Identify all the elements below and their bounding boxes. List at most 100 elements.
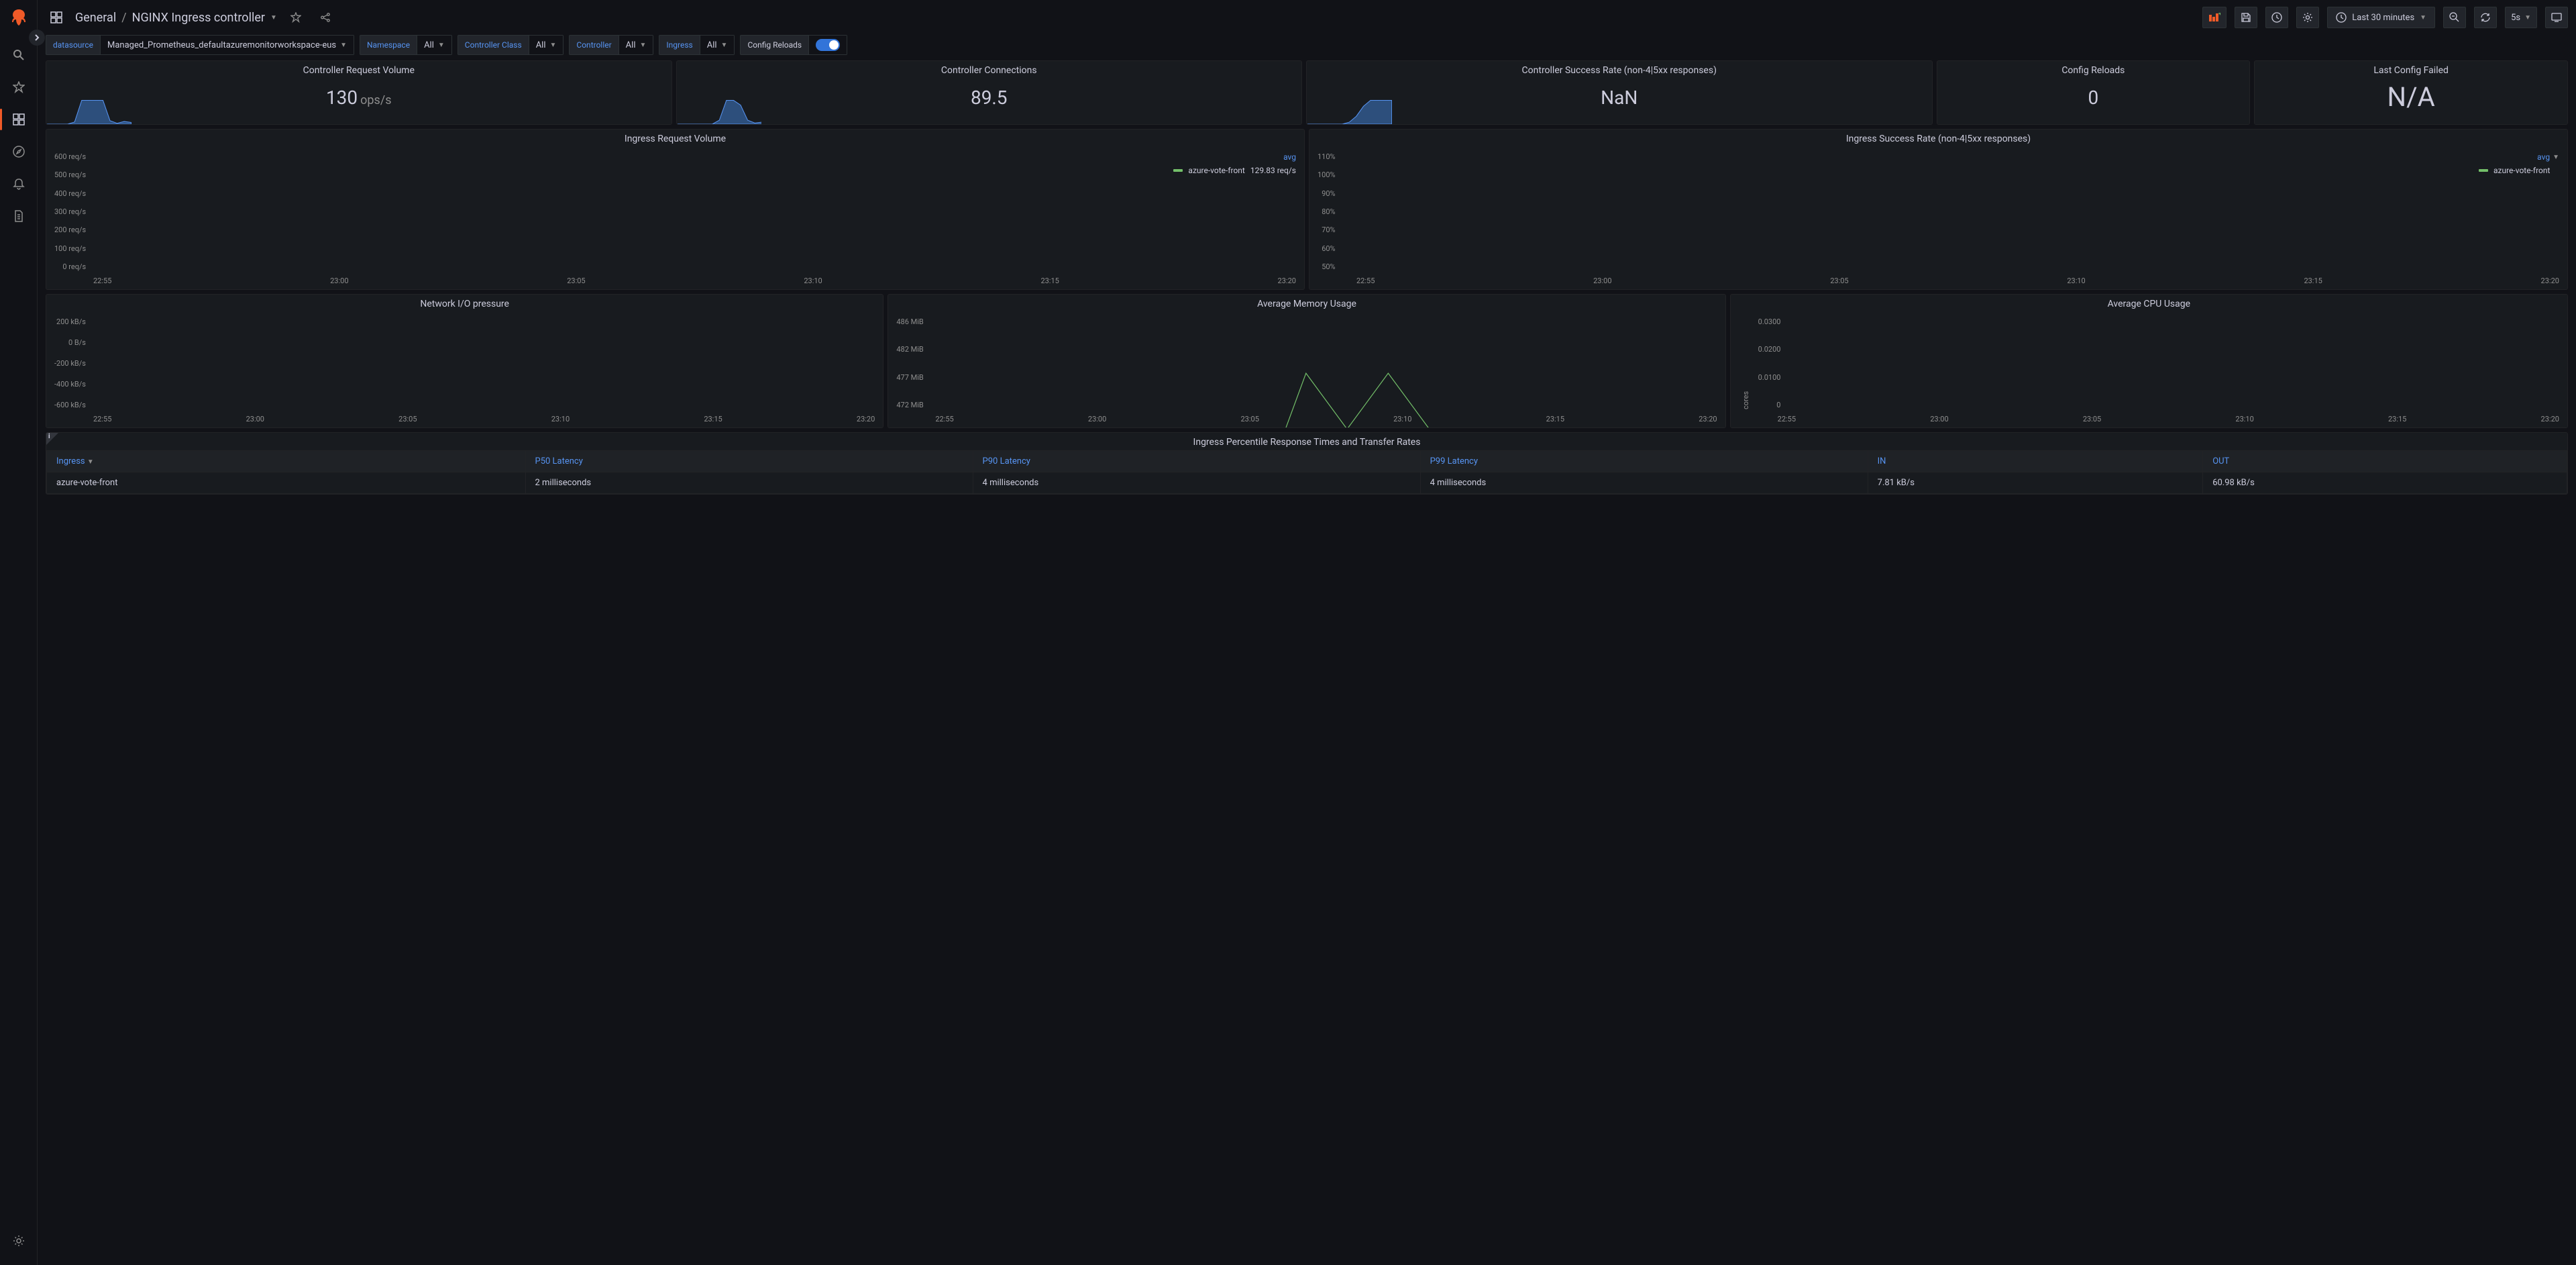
panel-memory[interactable]: Average Memory Usage 486 MiB482 MiB477 M… <box>888 294 1725 428</box>
time-range-picker[interactable]: Last 30 minutes ▼ <box>2327 7 2435 28</box>
chart-plot <box>98 152 1165 290</box>
panel-cpu[interactable]: Average CPU Usage cores 0.03000.02000.01… <box>1730 294 2568 428</box>
panel-title: Controller Connections <box>677 61 1302 79</box>
toggle-switch[interactable] <box>816 39 840 51</box>
dashboard-grid-icon[interactable] <box>46 8 67 27</box>
legend-item[interactable]: azure-vote-front <box>2479 166 2559 175</box>
panel-network-io[interactable]: Network I/O pressure 200 kB/s0 B/s-200 k… <box>46 294 883 428</box>
refresh-interval-picker[interactable]: 5s ▼ <box>2505 7 2537 28</box>
var-toggle[interactable] <box>809 35 847 55</box>
var-label: Controller Class <box>458 35 529 55</box>
y-axis: 110%100%90%80%70%60%50% <box>1318 152 1340 271</box>
dashboard-settings-button[interactable] <box>2296 7 2319 28</box>
panel-last-config-failed[interactable]: Last Config Failed N/A <box>2254 60 2568 125</box>
table-column-header[interactable]: P50 Latency <box>525 451 973 472</box>
sidebar-starred[interactable] <box>5 74 32 101</box>
panel-success-rate[interactable]: Controller Success Rate (non-4|5xx respo… <box>1306 60 1933 125</box>
var-value[interactable]: Managed_Prometheus_defaultazuremonitorwo… <box>101 35 354 55</box>
legend-name: azure-vote-front <box>2493 166 2550 175</box>
panel-ingress-success[interactable]: Ingress Success Rate (non-4|5xx response… <box>1309 129 2568 290</box>
panel-request-volume[interactable]: Controller Request Volume 130ops/s <box>46 60 672 125</box>
table-cell: 2 milliseconds <box>525 472 973 494</box>
table-column-header[interactable]: P99 Latency <box>1420 451 1868 472</box>
panel-ingress-volume[interactable]: Ingress Request Volume 600 req/s500 req/… <box>46 129 1305 290</box>
chevron-down-icon[interactable]: ▼ <box>270 14 277 21</box>
legend-sort[interactable]: avg <box>1173 152 1296 162</box>
panel-latency-table[interactable]: i Ingress Percentile Response Times and … <box>46 432 2568 495</box>
star-icon <box>13 81 25 93</box>
table-column-header[interactable]: OUT <box>2203 451 2567 472</box>
add-panel-button[interactable]: + <box>2202 7 2226 28</box>
zoom-out-button[interactable] <box>2443 7 2466 28</box>
share-dashboard-button[interactable] <box>315 8 336 27</box>
grafana-logo-icon[interactable] <box>9 8 28 27</box>
breadcrumb-dashboard[interactable]: NGINX Ingress controller <box>132 11 265 25</box>
legend-sort[interactable]: avg ▼ <box>2479 152 2559 162</box>
sidebar-settings[interactable] <box>5 1227 32 1254</box>
var-label: Ingress <box>659 35 700 55</box>
legend: avg azure-vote-front 129.83 req/s <box>1173 152 1296 271</box>
table-cell: 4 milliseconds <box>973 472 1420 494</box>
var-value[interactable]: All▼ <box>700 35 735 55</box>
var-ingress[interactable]: Ingress All▼ <box>659 35 735 55</box>
table-cell: 60.98 kB/s <box>2203 472 2567 494</box>
chart-plot <box>936 317 1717 428</box>
info-icon[interactable]: i <box>48 433 50 440</box>
table-cell: azure-vote-front <box>47 472 526 494</box>
refresh-button[interactable] <box>2474 7 2497 28</box>
sidebar-dashboards[interactable] <box>5 106 32 133</box>
refresh-interval-label: 5s <box>2511 13 2520 23</box>
chevron-down-icon: ▼ <box>2524 14 2531 21</box>
var-datasource[interactable]: datasource Managed_Prometheus_defaultazu… <box>46 35 354 55</box>
variable-bar: datasource Managed_Prometheus_defaultazu… <box>38 35 2576 60</box>
table-header-row: Ingress ▼P50 LatencyP90 LatencyP99 Laten… <box>47 451 2567 472</box>
star-dashboard-button[interactable] <box>285 8 307 27</box>
panel-title: Controller Request Volume <box>46 61 672 79</box>
panel-title: Average Memory Usage <box>888 295 1725 312</box>
panel-title: Average CPU Usage <box>1731 295 2567 312</box>
dashboard-insights-button[interactable] <box>2265 7 2288 28</box>
refresh-icon <box>2480 12 2491 23</box>
sidebar-explore[interactable] <box>5 138 32 165</box>
var-value[interactable]: All▼ <box>529 35 564 55</box>
var-controller-class[interactable]: Controller Class All▼ <box>458 35 564 55</box>
breadcrumb: General / NGINX Ingress controller ▼ <box>75 11 277 25</box>
legend-swatch <box>1173 169 1183 172</box>
sidebar-alerting[interactable] <box>5 170 32 197</box>
y-axis: 486 MiB482 MiB477 MiB472 MiB <box>896 317 927 409</box>
var-label: Config Reloads <box>740 35 809 55</box>
var-label: Namespace <box>360 35 417 55</box>
svg-text:+: + <box>2218 13 2220 17</box>
breadcrumb-folder[interactable]: General <box>75 11 116 25</box>
gear-icon <box>13 1235 25 1247</box>
sidebar-docs[interactable] <box>5 203 32 230</box>
legend-item[interactable]: azure-vote-front 129.83 req/s <box>1173 166 1296 175</box>
panel-title: Controller Success Rate (non-4|5xx respo… <box>1307 61 1932 79</box>
var-namespace[interactable]: Namespace All▼ <box>360 35 452 55</box>
tv-mode-button[interactable] <box>2545 7 2568 28</box>
panel-title: Ingress Success Rate (non-4|5xx response… <box>1309 130 2567 147</box>
table-column-header[interactable]: IN <box>1868 451 2203 472</box>
chevron-down-icon: ▼ <box>2420 14 2426 21</box>
y-axis: 0.03000.02000.01000 <box>1758 317 1785 409</box>
table-column-header[interactable]: Ingress ▼ <box>47 451 526 472</box>
zoom-out-icon <box>2449 12 2460 23</box>
legend-name: azure-vote-front <box>1188 166 1244 175</box>
var-controller[interactable]: Controller All▼ <box>569 35 653 55</box>
gear-icon <box>2302 12 2313 23</box>
stat-value: 89.5 <box>677 87 1302 109</box>
var-config-reloads[interactable]: Config Reloads <box>740 35 847 55</box>
save-icon <box>2241 12 2251 23</box>
panel-connections[interactable]: Controller Connections 89.5 <box>676 60 1303 125</box>
table-column-header[interactable]: P90 Latency <box>973 451 1420 472</box>
panel-config-reloads[interactable]: Config Reloads 0 <box>1937 60 2251 125</box>
y-axis-label: cores <box>1739 317 1750 409</box>
var-value[interactable]: All▼ <box>619 35 654 55</box>
topbar: General / NGINX Ingress controller ▼ + <box>38 0 2576 35</box>
panel-title: Network I/O pressure <box>46 295 883 312</box>
var-value[interactable]: All▼ <box>417 35 452 55</box>
table-cell: 7.81 kB/s <box>1868 472 2203 494</box>
table-row[interactable]: azure-vote-front2 milliseconds4 millisec… <box>47 472 2567 494</box>
save-dashboard-button[interactable] <box>2235 7 2257 28</box>
sidebar-search[interactable] <box>5 42 32 68</box>
